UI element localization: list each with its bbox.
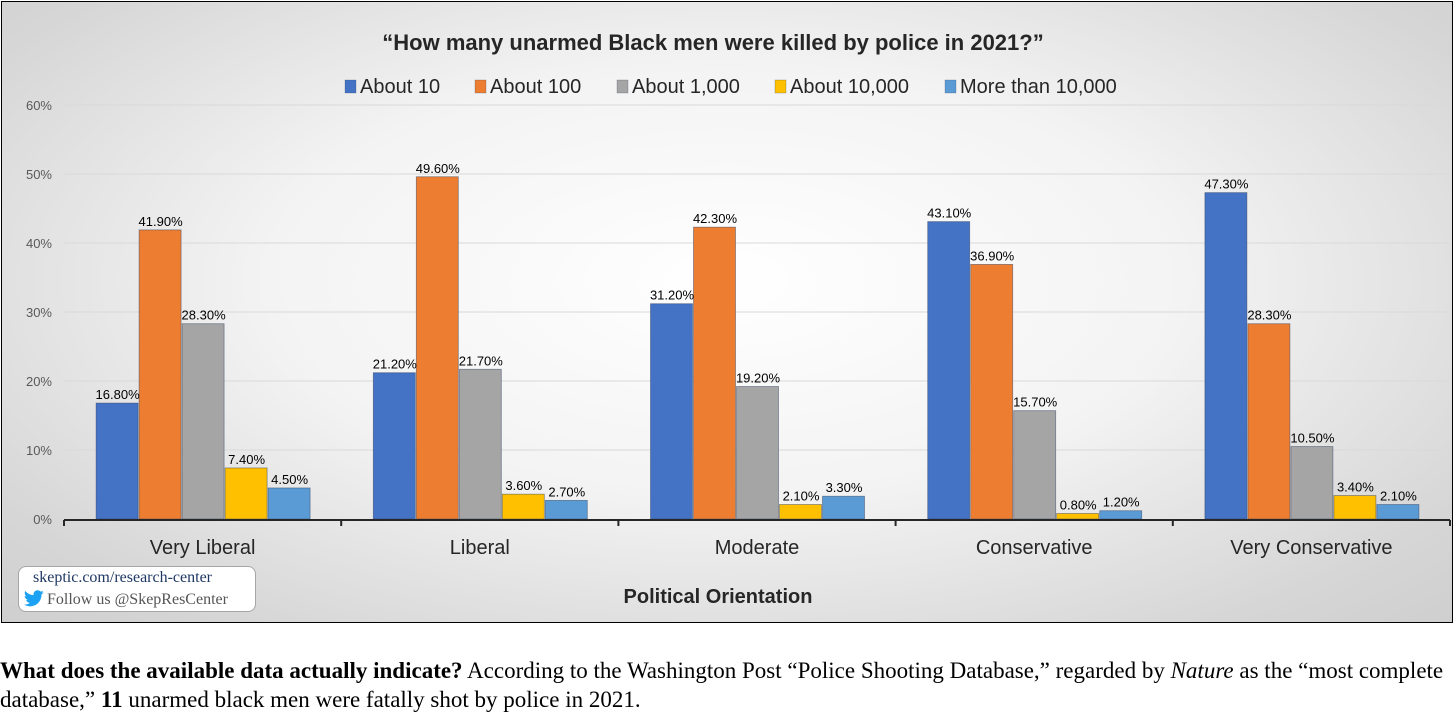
bar-3-2 — [1013, 410, 1057, 520]
bar-0-4 — [267, 487, 311, 520]
y-axis-ticks: 0% 10% 20% 30% 40% 50% 60% — [26, 98, 52, 527]
legend: About 10 About 100 About 1,000 About 10,000… — [344, 76, 1117, 98]
data-label-2-2: 19.20% — [736, 371, 781, 386]
data-label-1-3: 3.60% — [505, 478, 542, 493]
bar-4-0 — [1204, 192, 1248, 520]
bar-2-3 — [779, 504, 822, 520]
data-label-3-3: 0.80% — [1060, 497, 1097, 512]
legend-label: About 10,000 — [790, 76, 909, 98]
data-label-0-2: 28.30% — [182, 308, 227, 323]
caption: What does the available data actually in… — [0, 656, 1456, 714]
data-label-0-1: 41.90% — [139, 214, 184, 229]
bar-2-1 — [693, 226, 736, 520]
y-tick-label: 10% — [26, 443, 52, 458]
bar-3-0 — [927, 221, 971, 520]
y-tick-label: 50% — [26, 167, 52, 182]
bar-4-2 — [1290, 446, 1334, 520]
y-tick-label: 60% — [26, 98, 52, 113]
legend-label: About 100 — [490, 76, 581, 98]
data-label-3-4: 1.20% — [1103, 495, 1140, 510]
bar-3-1 — [970, 263, 1014, 520]
caption-bold-count: 11 — [100, 687, 123, 712]
bar-1-3 — [501, 493, 545, 520]
x-category-label: Moderate — [715, 537, 800, 559]
data-label-1-1: 49.60% — [416, 161, 461, 176]
caption-part1: According to the Washington Post “Police… — [462, 658, 1171, 683]
data-label-4-3: 3.40% — [1337, 480, 1374, 495]
caption-part2: as the “most complete database,” — [0, 658, 1444, 712]
bar-2-0 — [650, 303, 693, 520]
data-label-3-0: 43.10% — [927, 206, 972, 221]
y-tick-label: 0% — [33, 512, 52, 527]
bar-0-3 — [224, 467, 268, 520]
x-axis-categories: Very Liberal Liberal Moderate Conservative V… — [150, 537, 1393, 559]
y-tick-label: 30% — [26, 305, 52, 320]
y-tick-label: 40% — [26, 236, 52, 251]
x-category-label: Conservative — [976, 537, 1093, 559]
legend-swatch — [616, 79, 629, 94]
x-axis — [63, 519, 1451, 526]
badge-follow-text: Follow us @SkepResCenter — [47, 591, 228, 608]
data-label-2-0: 31.20% — [650, 288, 695, 303]
bar-0-0 — [95, 402, 139, 520]
legend-swatch — [474, 79, 487, 94]
data-label-4-0: 47.30% — [1204, 177, 1249, 192]
data-labels: 16.80% 21.20% 31.20% 43.10% 47.30% 41.90% 49.6… — [96, 161, 1418, 513]
legend-swatch — [774, 79, 787, 94]
bar-4-1 — [1247, 323, 1291, 520]
data-label-1-4: 2.70% — [548, 484, 585, 499]
bar-1-0 — [372, 372, 416, 520]
x-category-label: Very Conservative — [1230, 537, 1392, 559]
data-label-0-0: 16.80% — [96, 387, 141, 402]
legend-label: About 10 — [360, 76, 440, 98]
bar-2-2 — [736, 386, 779, 520]
data-label-4-4: 2.10% — [1380, 489, 1417, 504]
bar-2-4 — [822, 495, 865, 520]
caption-part3: unarmed black men were fatally shot by p… — [122, 687, 641, 712]
bar-4-3 — [1333, 495, 1377, 520]
data-label-0-4: 4.50% — [271, 472, 308, 487]
y-tick-label: 20% — [26, 374, 52, 389]
caption-italic-nature: Nature — [1170, 658, 1234, 683]
bar-0-1 — [138, 229, 182, 520]
bar-1-4 — [544, 499, 588, 520]
data-label-3-1: 36.90% — [970, 248, 1015, 263]
legend-swatch — [944, 79, 957, 94]
badge-site-link[interactable]: skeptic.com/research-center — [33, 569, 213, 586]
bar-0-2 — [181, 323, 225, 520]
data-label-3-2: 15.70% — [1013, 395, 1058, 410]
caption-bold-lead: What does the available data actually in… — [0, 658, 463, 683]
chart-title: “How many unarmed Black men were killed … — [382, 30, 1043, 55]
data-label-1-0: 21.20% — [373, 357, 418, 372]
legend-label: About 1,000 — [632, 76, 740, 98]
bar-chart: 0% 10% 20% 30% 40% 50% 60% 16.80% 21.20% 31.20% 4… — [26, 30, 1451, 608]
badge-follow-row[interactable]: Follow us @SkepResCenter — [23, 590, 228, 609]
legend-swatch — [344, 79, 357, 94]
skeptic-badge: skeptic.com/research-center Follow us @S… — [18, 566, 256, 612]
data-label-4-2: 10.50% — [1290, 431, 1335, 446]
data-label-0-3: 7.40% — [228, 452, 265, 467]
data-label-2-4: 3.30% — [826, 480, 863, 495]
bars — [95, 176, 1420, 520]
x-category-label: Very Liberal — [150, 537, 256, 559]
bar-1-1 — [415, 176, 459, 520]
legend-label: More than 10,000 — [960, 76, 1117, 98]
bar-1-2 — [458, 368, 502, 520]
data-label-2-3: 2.10% — [783, 489, 820, 504]
x-axis-title: Political Orientation — [624, 586, 813, 608]
bar-3-3 — [1056, 513, 1100, 520]
data-label-4-1: 28.30% — [1247, 308, 1292, 323]
twitter-bird-icon — [23, 590, 44, 607]
bar-4-4 — [1376, 504, 1420, 520]
chart-frame: 0% 10% 20% 30% 40% 50% 60% 16.80% 21.20% 31.20% 4… — [1, 1, 1453, 623]
bar-3-4 — [1099, 510, 1143, 520]
data-label-1-2: 21.70% — [459, 353, 504, 368]
x-category-label: Liberal — [450, 537, 510, 559]
data-label-2-1: 42.30% — [693, 211, 738, 226]
